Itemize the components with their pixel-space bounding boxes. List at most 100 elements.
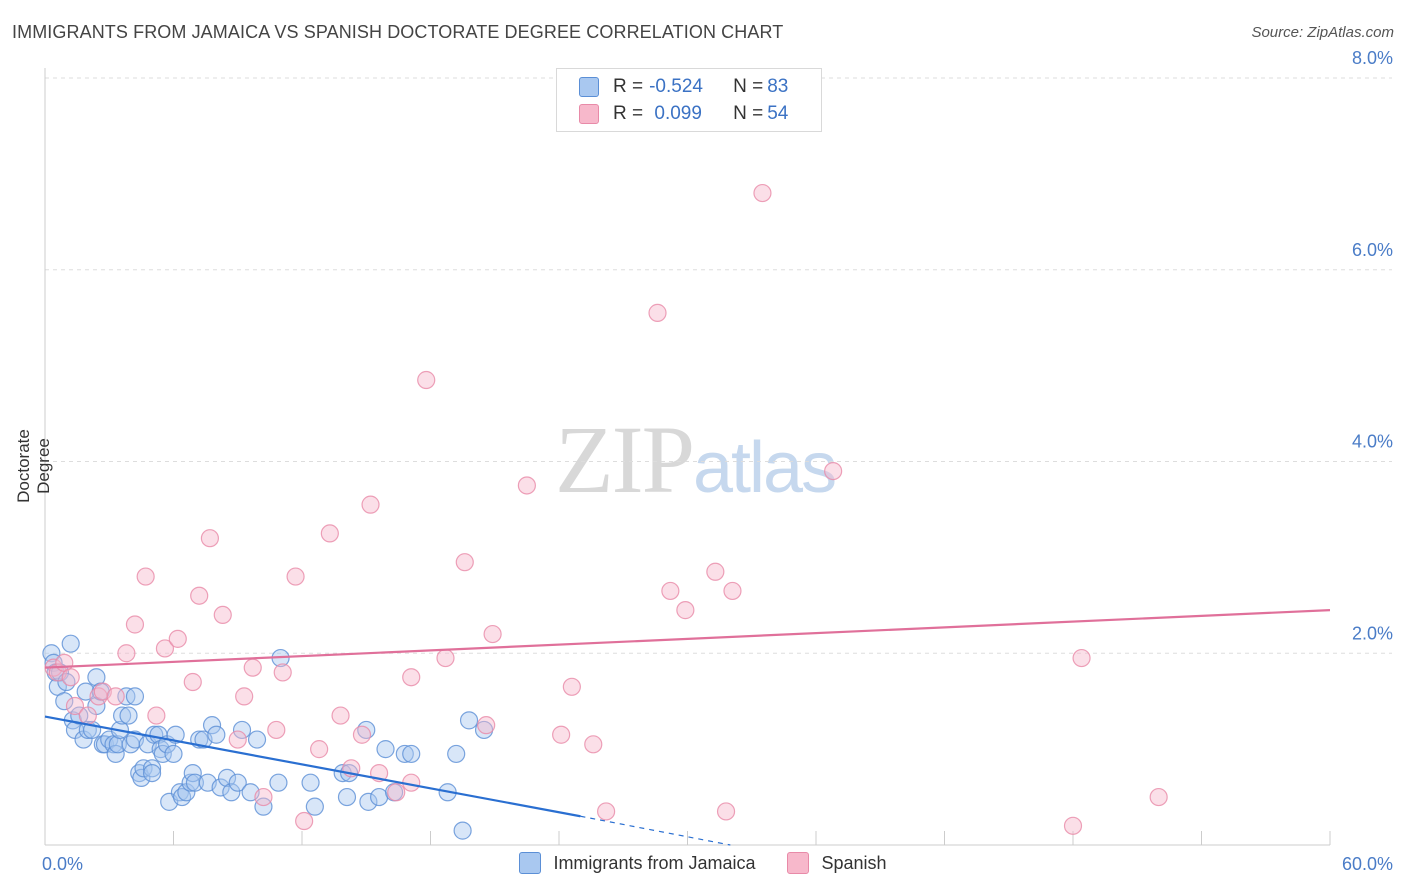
jamaica-point xyxy=(395,744,414,764)
spanish-point xyxy=(824,461,843,481)
jamaica-point xyxy=(247,730,267,749)
spanish-point xyxy=(61,668,80,687)
spanish-point xyxy=(584,735,603,754)
spanish-point xyxy=(254,787,273,807)
spanish-point xyxy=(361,495,380,514)
r-value: 0.099 xyxy=(649,103,702,124)
jamaica-point xyxy=(211,778,230,797)
jamaica-point xyxy=(359,792,378,811)
spanish-legend-swatch xyxy=(787,852,810,874)
n-value: 83 xyxy=(767,76,789,97)
spanish-point xyxy=(477,716,496,735)
watermark: ZIPatlas xyxy=(555,404,837,515)
spanish-point xyxy=(286,567,305,586)
spanish-point xyxy=(455,553,474,572)
jamaica-point xyxy=(217,768,237,787)
spanish-point xyxy=(65,696,85,716)
spanish-point xyxy=(243,658,262,677)
spanish-point xyxy=(1063,816,1083,835)
jamaica-point xyxy=(269,773,288,792)
source-label: Source: ZipAtlas.com xyxy=(1251,24,1394,41)
spanish-point xyxy=(168,629,187,648)
spanish-point xyxy=(676,601,695,620)
spanish-point xyxy=(753,183,772,203)
jamaica-point xyxy=(305,797,324,816)
jamaica-point xyxy=(202,716,222,735)
spanish-point xyxy=(417,370,436,390)
chart-title: IMMIGRANTS FROM JAMAICA VS SPANISH DOCTO… xyxy=(12,22,784,42)
spanish-point xyxy=(436,648,455,668)
spanish-point xyxy=(200,529,220,548)
jamaica-point xyxy=(222,783,241,802)
spanish-point xyxy=(723,581,742,601)
n-label: N = xyxy=(733,103,764,124)
jamaica-point xyxy=(153,744,172,764)
spanish-point xyxy=(1149,787,1168,807)
legend-label-spanish: Spanish xyxy=(821,852,887,873)
y-tick-label: 4.0% xyxy=(1352,432,1393,452)
stats-legend-row-spanish: R = 0.099 N = 54 xyxy=(579,102,788,126)
jamaica-point xyxy=(55,692,74,711)
jamaica-swatch xyxy=(579,77,599,97)
legend-label-jamaica: Immigrants from Jamaica xyxy=(553,852,756,873)
jamaica-point xyxy=(459,711,479,730)
spanish-point xyxy=(562,677,581,696)
spanish-point xyxy=(78,706,97,725)
spanish-point xyxy=(310,740,329,759)
jamaica-point xyxy=(164,744,183,764)
n-label: N = xyxy=(733,76,764,97)
spanish-point xyxy=(267,720,286,740)
spanish-point xyxy=(661,581,680,601)
spanish-point xyxy=(295,811,314,831)
spanish-point xyxy=(183,672,202,692)
spanish-point xyxy=(597,802,616,821)
spanish-point xyxy=(125,615,145,634)
x-tick-label-max: 60.0% xyxy=(1342,854,1393,874)
x-tick-label-min: 0.0% xyxy=(42,854,83,874)
watermark-zip: ZIP xyxy=(555,406,695,513)
spanish-trend-line xyxy=(44,609,1331,669)
jamaica-point xyxy=(370,787,389,807)
spanish-point xyxy=(320,524,339,543)
spanish-point xyxy=(706,562,725,581)
spanish-point xyxy=(402,668,421,687)
spanish-point xyxy=(228,730,247,749)
jamaica-point xyxy=(142,763,162,783)
r-label: R = xyxy=(613,103,644,124)
n-value: 54 xyxy=(767,103,789,124)
legend-item-spanish: Spanish xyxy=(787,852,887,874)
spanish-point xyxy=(155,639,175,658)
stats-legend-row-jamaica: R = -0.524 N = 83 xyxy=(579,75,788,99)
spanish-point xyxy=(273,663,292,682)
spanish-point xyxy=(1072,648,1091,668)
jamaica-point xyxy=(453,821,472,840)
jamaica-point xyxy=(447,744,466,764)
jamaica-point xyxy=(301,773,320,792)
spanish-point xyxy=(648,303,667,322)
spanish-point xyxy=(106,687,125,706)
spanish-point xyxy=(483,624,502,644)
jamaica-point xyxy=(61,634,80,653)
jamaica-point xyxy=(232,720,252,740)
jamaica-point xyxy=(228,773,247,792)
jamaica-point xyxy=(185,773,205,792)
jamaica-legend-swatch xyxy=(519,852,542,874)
y-tick-label: 6.0% xyxy=(1352,240,1393,260)
spanish-point xyxy=(147,706,166,725)
spanish-point xyxy=(117,644,136,663)
series-legend: Immigrants from Jamaica Spanish xyxy=(0,852,1406,874)
jamaica-trend-line xyxy=(44,715,581,818)
y-tick-label: 2.0% xyxy=(1352,623,1393,643)
jamaica-point xyxy=(337,787,357,807)
jamaica-point xyxy=(119,706,138,725)
jamaica-trend-extension xyxy=(580,815,731,846)
spanish-point xyxy=(352,725,372,744)
jamaica-point xyxy=(402,744,421,764)
spanish-point xyxy=(235,687,254,706)
y-tick-label: 8.0% xyxy=(1352,48,1393,68)
spanish-swatch xyxy=(579,104,599,124)
r-value: -0.524 xyxy=(649,76,703,97)
spanish-point xyxy=(387,783,406,802)
jamaica-point xyxy=(207,725,226,744)
legend-item-jamaica: Immigrants from Jamaica xyxy=(519,852,755,874)
